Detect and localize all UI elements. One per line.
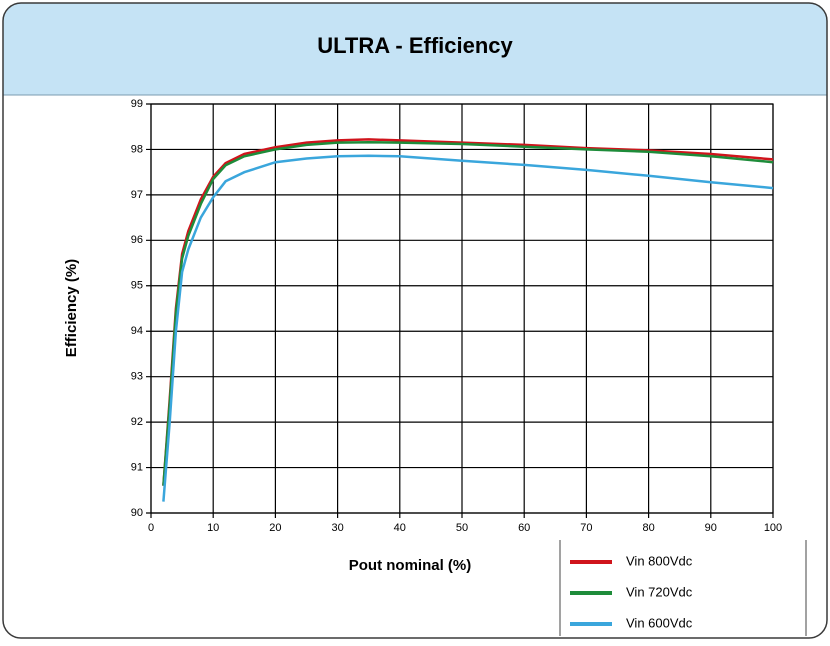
y-tick-label: 95: [131, 280, 143, 292]
y-tick-label: 94: [131, 325, 143, 337]
plot-frame: [150, 103, 774, 514]
header-band: [3, 3, 827, 95]
y-tick-label: 92: [131, 416, 143, 428]
y-tick-label: 99: [131, 98, 143, 110]
x-tick-label: 40: [394, 522, 406, 534]
y-tick-label: 96: [131, 234, 143, 246]
x-tick-label: 100: [764, 522, 782, 534]
x-tick-label: 80: [642, 522, 654, 534]
legend-frame: [559, 540, 807, 636]
x-tick-label: 10: [207, 522, 219, 534]
x-tick-label: 30: [331, 522, 343, 534]
y-tick-label: 93: [131, 371, 143, 383]
series-line: [162, 138, 774, 486]
y-tick-label: 98: [131, 143, 143, 155]
x-axis-label: Pout nominal (%): [349, 557, 472, 574]
series-line: [162, 154, 774, 502]
legend-label: Vin 600Vdc: [626, 615, 693, 630]
x-tick-label: 20: [269, 522, 281, 534]
x-tick-label: 60: [518, 522, 530, 534]
legend-label: Vin 720Vdc: [626, 584, 693, 599]
series-line: [162, 140, 774, 486]
x-tick-label: 70: [580, 522, 592, 534]
chart-title: ULTRA - Efficiency: [317, 33, 513, 58]
y-tick-label: 90: [131, 507, 143, 519]
y-tick-label: 97: [131, 189, 143, 201]
legend-label: Vin 800Vdc: [626, 553, 693, 568]
x-tick-label: 0: [148, 522, 154, 534]
y-tick-label: 91: [131, 461, 143, 473]
y-axis-label: Efficiency (%): [63, 259, 80, 357]
x-tick-label: 90: [705, 522, 717, 534]
x-tick-label: 50: [456, 522, 468, 534]
